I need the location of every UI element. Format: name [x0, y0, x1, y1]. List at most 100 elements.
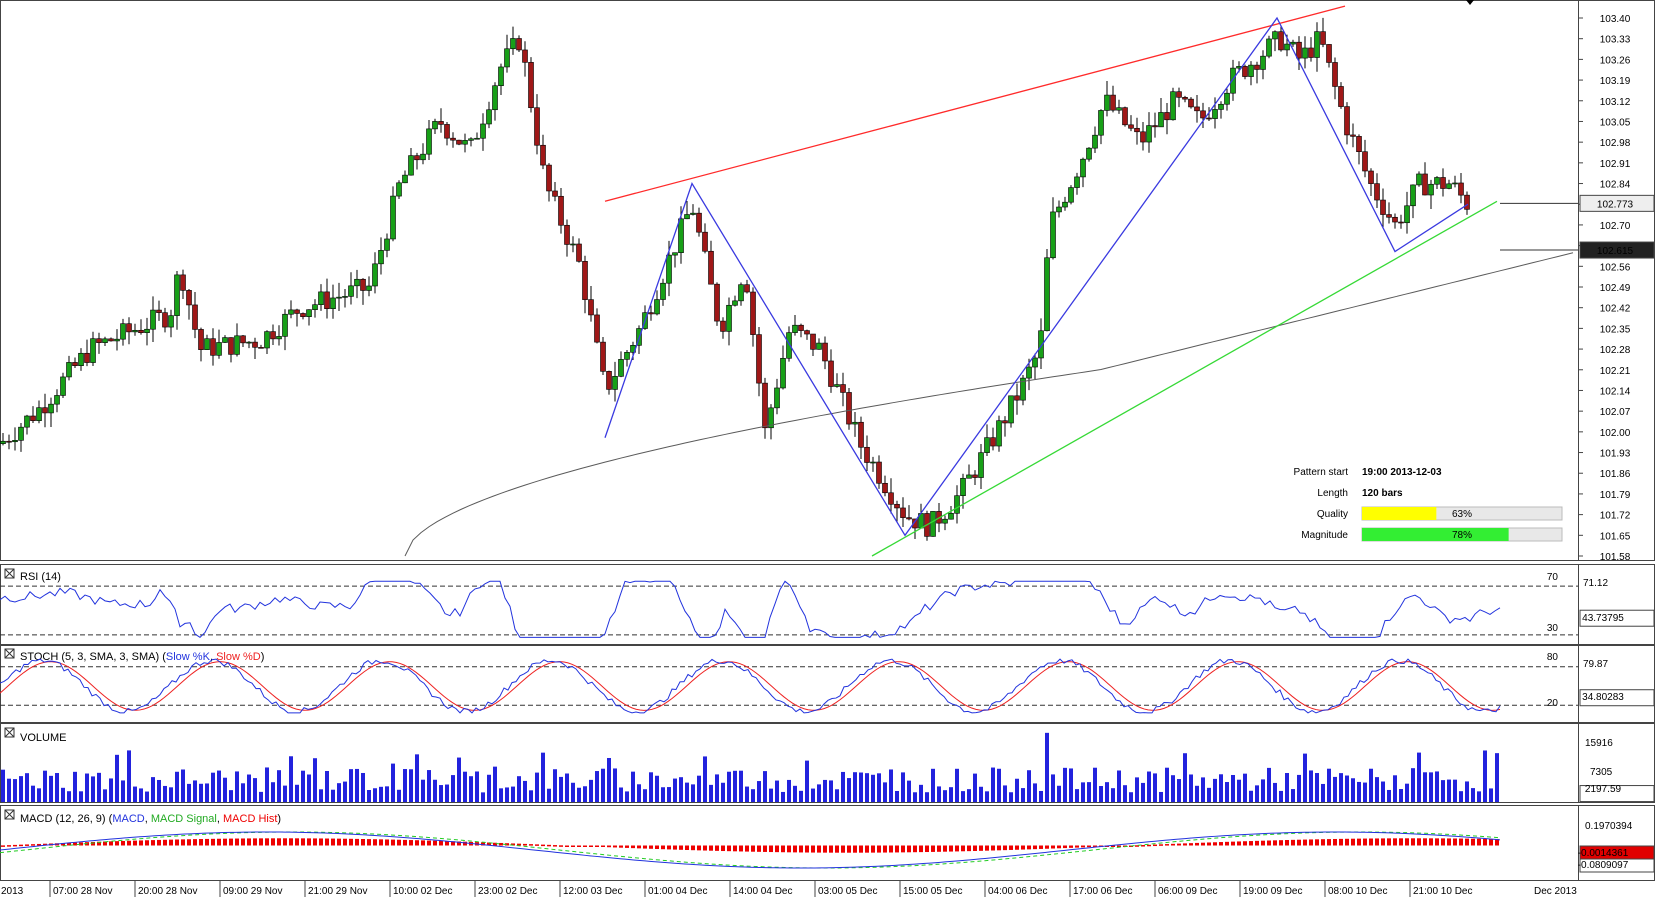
- macd-hist-bar: [781, 845, 785, 853]
- volume-bar: [1399, 789, 1403, 802]
- candle-body: [522, 49, 528, 63]
- volume-bar: [43, 770, 47, 802]
- candle-body: [1296, 41, 1302, 59]
- price-tick-label: 102.35: [1600, 324, 1631, 335]
- volume-bar: [325, 770, 329, 802]
- macd-hist-bar: [889, 845, 893, 853]
- volume-bar: [1291, 789, 1295, 802]
- candle-body: [1044, 257, 1050, 332]
- candle-body: [690, 212, 696, 215]
- candle-body: [504, 48, 510, 68]
- volume-bar: [301, 770, 305, 802]
- support-line: [871, 200, 1498, 557]
- volume-bar: [685, 782, 689, 802]
- candle-body: [366, 285, 372, 291]
- volume-bar: [757, 781, 761, 802]
- candle-body: [498, 66, 504, 87]
- volume-label: VOLUME: [20, 732, 66, 744]
- macd-hist-bar: [655, 845, 659, 850]
- candle-body: [828, 360, 834, 387]
- macd-hist-bar: [337, 838, 341, 846]
- candle-body: [168, 315, 174, 328]
- macd-hist-bar: [1135, 845, 1139, 847]
- candle-body: [1368, 170, 1374, 184]
- volume-bar: [865, 773, 869, 802]
- candle-body: [1410, 184, 1416, 207]
- volume-bar: [49, 775, 53, 802]
- price-tick-label: 102.00: [1600, 428, 1631, 439]
- macd-hist-bar: [1477, 838, 1481, 846]
- candle-body: [600, 341, 606, 372]
- candle-body: [858, 421, 864, 448]
- volume-bar: [1231, 774, 1235, 802]
- candle-body: [414, 155, 420, 161]
- volume-bar: [61, 787, 65, 802]
- volume-bar: [1219, 774, 1223, 802]
- macd-hist-bar: [1489, 838, 1493, 846]
- macd-hist-bar: [301, 838, 305, 846]
- candle-body: [66, 362, 72, 378]
- candle-body: [102, 338, 108, 343]
- volume-bar: [1303, 753, 1307, 802]
- macd-hist-bar: [193, 839, 197, 846]
- candle-body: [384, 238, 390, 251]
- candle-body: [876, 461, 882, 484]
- volume-bar: [1027, 770, 1031, 802]
- macd-hist-bar: [1087, 845, 1091, 848]
- macd-hist-bar: [1393, 838, 1397, 846]
- volume-bar: [547, 788, 551, 802]
- volume-bar: [1225, 782, 1229, 802]
- candle-body: [1392, 216, 1398, 223]
- volume-bar: [943, 790, 947, 802]
- macd-hist-bar: [229, 838, 233, 846]
- volume-bar: [1489, 788, 1493, 802]
- volume-bar: [271, 782, 275, 802]
- quality-bar-fill: [1362, 507, 1437, 520]
- volume-bar: [433, 779, 437, 802]
- candle-body: [1230, 67, 1236, 94]
- candle-body: [264, 331, 270, 349]
- volume-bar: [469, 776, 473, 802]
- candle-body: [1158, 112, 1164, 128]
- macd-hist-bar: [697, 845, 701, 851]
- volume-bar: [1363, 782, 1367, 802]
- macd-hist-bar: [1207, 842, 1211, 846]
- candle-body: [354, 278, 360, 287]
- pattern-zigzag: [604, 16, 1469, 537]
- macd-hist-bar: [631, 845, 635, 849]
- candle-body: [1020, 377, 1026, 401]
- volume-bar: [1069, 768, 1073, 802]
- macd-hist-bar: [799, 845, 803, 853]
- candle-body: [1440, 177, 1446, 189]
- candle-body: [888, 492, 894, 505]
- volume-bar: [673, 778, 677, 802]
- volume-bar: [1081, 782, 1085, 802]
- candle-body: [930, 511, 936, 537]
- macd-hist-bar: [817, 845, 821, 853]
- candle-body: [408, 155, 414, 176]
- candle-body: [1206, 117, 1212, 120]
- macd-hist-bar: [385, 839, 389, 846]
- candle-body: [348, 285, 354, 297]
- volume-bar: [475, 771, 479, 802]
- candle-body: [282, 313, 288, 337]
- candle-body: [108, 338, 114, 342]
- pattern-start-label: Pattern start: [1294, 467, 1349, 478]
- macd-hist-bar: [1, 845, 5, 847]
- macd-hist-bar: [1081, 845, 1085, 848]
- macd-hist-bar: [499, 842, 503, 846]
- candle-body: [882, 482, 888, 494]
- candle-body: [1038, 330, 1044, 359]
- rsi-label: RSI (14): [20, 571, 61, 583]
- magnitude-label: Magnitude: [1301, 530, 1348, 541]
- time-tick-label: Dec 2013: [1534, 886, 1577, 897]
- candle-body: [846, 392, 852, 425]
- candle-body: [666, 254, 672, 284]
- volume-bar: [679, 777, 683, 802]
- candle-body: [906, 517, 912, 520]
- volume-bar: [457, 757, 461, 802]
- macd-hist-bar: [403, 839, 407, 846]
- rsi-value-box: [1579, 609, 1655, 627]
- volume-bar: [307, 774, 311, 802]
- volume-bar: [187, 783, 191, 802]
